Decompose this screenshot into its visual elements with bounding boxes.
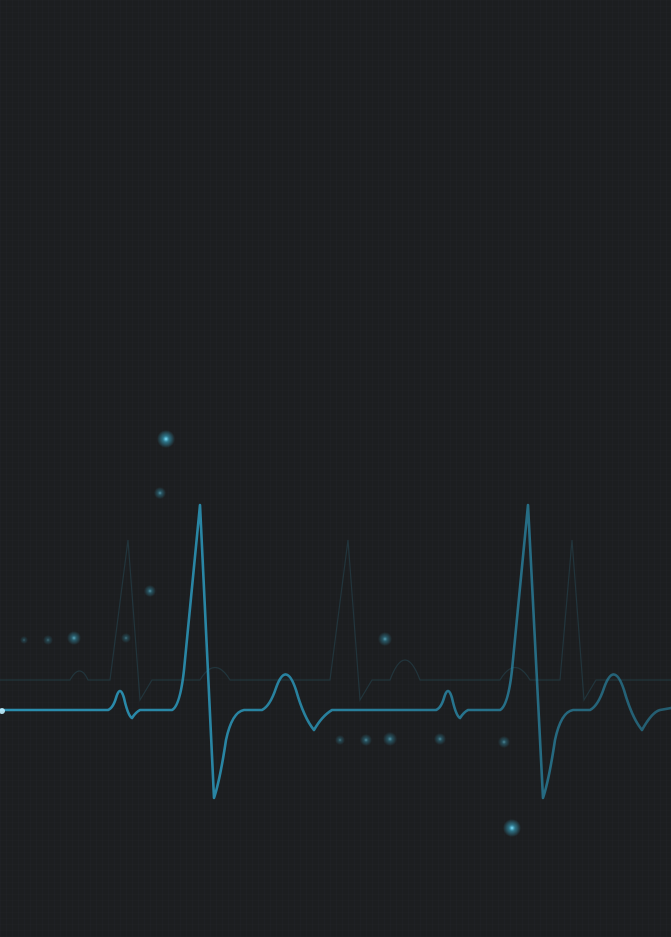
glow-particle [43,635,53,645]
ecg-trace [0,503,671,800]
glow-particle [20,636,28,644]
glow-particle [121,633,131,643]
glow-particle [360,734,372,746]
glow-particles [0,430,521,837]
glow-particle [0,708,5,714]
glow-particle [434,733,446,745]
glow-particle [154,487,166,499]
glow-particle [503,819,521,837]
glow-particle [378,632,392,646]
glow-particle [144,585,156,597]
ghost-ecg-trace [0,539,671,702]
glow-particle [67,631,81,645]
glow-particle [498,736,510,748]
glow-particle [383,732,397,746]
glow-particle [335,735,345,745]
glow-particle [157,430,175,448]
